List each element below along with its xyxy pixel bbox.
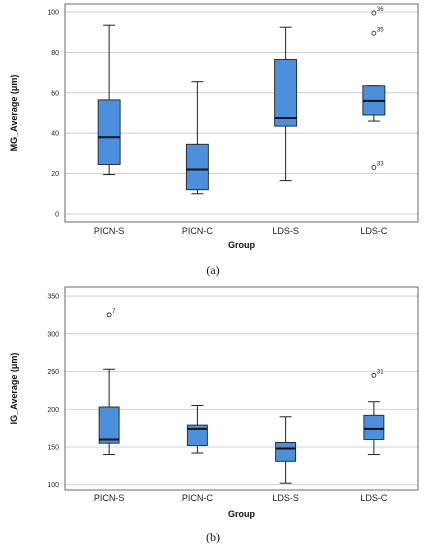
outlier-point <box>371 372 377 378</box>
y-tick-label: 100 <box>47 10 59 17</box>
panel-a-label: (a) <box>206 263 219 277</box>
outlier-point <box>106 312 112 318</box>
outlier-point <box>371 30 377 36</box>
box-lds-s <box>274 59 298 127</box>
plot-frame <box>64 3 419 223</box>
x-tick-label: LDS-C <box>360 493 388 503</box>
box-picn-s <box>98 406 120 444</box>
y-tick-label: 60 <box>51 90 59 97</box>
plot-frame <box>64 286 419 491</box>
panel-b-label: (b) <box>206 530 220 544</box>
x-tick-label: LDS-C <box>360 226 388 236</box>
box-lds-s <box>275 442 297 462</box>
outlier-point <box>371 165 377 170</box>
box-picn-c <box>186 424 208 446</box>
y-tick-label: 40 <box>51 131 59 138</box>
x-tick-label: PICN-C <box>182 226 213 236</box>
x-tick-label: LDS-S <box>272 226 299 236</box>
outlier-label: 35 <box>377 27 384 33</box>
x-tick-label: PICN-S <box>94 226 125 236</box>
y-axis-title: MG_Average (μm) <box>9 75 19 152</box>
chart-panel-a: 0 20 40 60 80 100 PICN-S PICN-C LDS-S LDS-C 36 35 33… <box>9 3 419 250</box>
x-axis-title: Group <box>228 240 255 250</box>
outlier-label: 31 <box>377 369 384 375</box>
outlier-label: 7 <box>112 309 116 315</box>
y-tick-label: 300 <box>47 331 59 338</box>
y-tick-label: 0 <box>55 211 59 218</box>
box-lds-c <box>363 414 385 440</box>
x-tick-label: PICN-C <box>182 493 213 503</box>
y-tick-label: 200 <box>47 407 59 414</box>
y-tick-label: 250 <box>47 369 59 376</box>
y-tick-label: 80 <box>51 50 59 57</box>
box-picn-c <box>185 143 209 191</box>
chart-panel-b: 100 150 200 250 300 350 PICN-S PICN-C LDS-S LDS-C… <box>9 286 419 519</box>
box-picn-s <box>97 99 121 165</box>
outlier-point <box>371 10 377 16</box>
y-axis-title: IG_Average (μm) <box>9 353 19 425</box>
y-tick-label: 20 <box>51 171 59 178</box>
x-axis-title: Group <box>228 509 255 519</box>
x-tick-label: LDS-S <box>272 493 299 503</box>
outlier-label: 33 <box>377 162 384 168</box>
y-tick-label: 150 <box>47 444 59 451</box>
x-tick-label: PICN-S <box>94 493 125 503</box>
y-tick-label: 100 <box>47 482 59 489</box>
outlier-label: 36 <box>377 7 384 13</box>
y-tick-label: 350 <box>47 294 59 301</box>
